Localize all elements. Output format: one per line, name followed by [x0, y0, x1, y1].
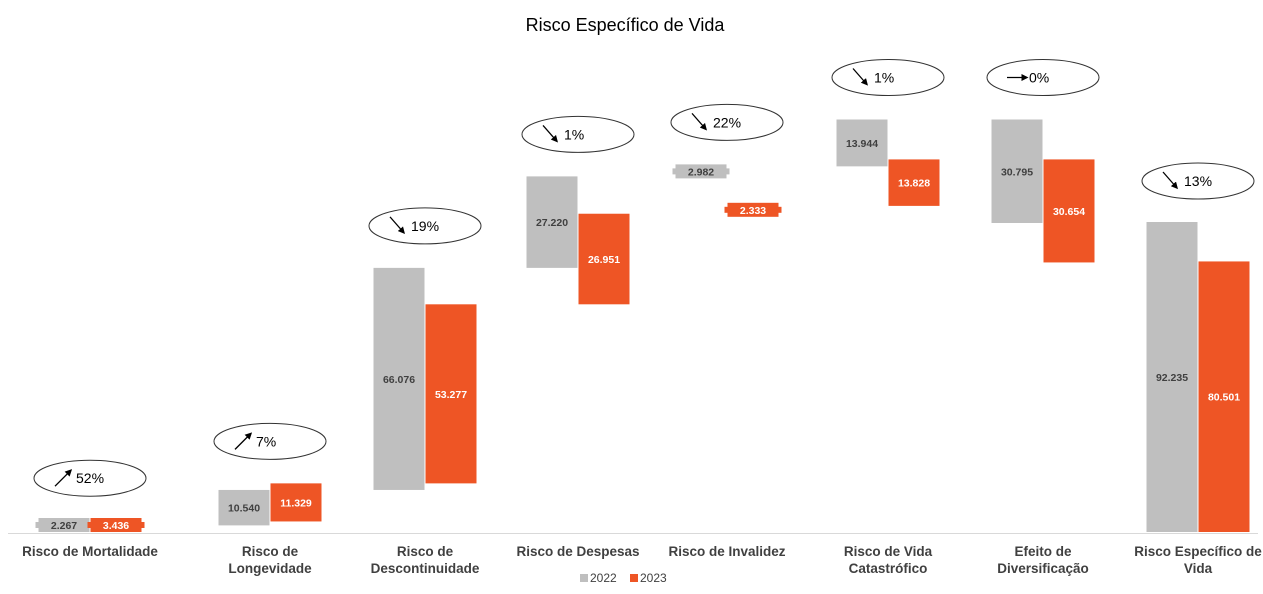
change-ellipse — [670, 103, 784, 141]
trend-arrow-down-icon — [1162, 171, 1178, 190]
value-labels-group: 2.267 3.436 10.540 11.329 66.076 53.277 27.220… — [51, 138, 1240, 532]
category-label-8: Risco Específico de Vida — [1134, 544, 1262, 576]
change-ellipse — [368, 207, 482, 245]
value-label-2022-1: 2.267 — [51, 520, 77, 532]
change-annotation-8: 13% — [1141, 162, 1255, 200]
legend-swatch-2023 — [630, 574, 638, 582]
value-label-2023-2: 11.329 — [280, 497, 312, 509]
trend-arrow-up-icon — [54, 469, 73, 487]
trend-arrow-down-icon — [691, 112, 707, 131]
value-label-2023-8: 80.501 — [1208, 392, 1240, 404]
change-annotations-group: 52% 7% 19% 1% 22% 1% 0% 13% — [33, 59, 1255, 497]
category-label-3: Risco de Descontinuidade — [371, 544, 480, 576]
legend-label-2022: 2022 — [590, 571, 617, 585]
value-label-2022-7: 30.795 — [1001, 166, 1033, 178]
change-percentage: 7% — [256, 433, 276, 449]
bar-tab-right-2023-1 — [138, 522, 145, 528]
bar-2022-4 — [526, 176, 578, 268]
bar-2023-2 — [270, 483, 322, 522]
bar-2022-8 — [1146, 222, 1198, 532]
bar-2022-3 — [373, 267, 425, 490]
bar-2023-4 — [578, 213, 630, 305]
value-label-2023-5: 2.333 — [740, 205, 766, 217]
bar-2022-6 — [836, 119, 888, 167]
change-annotation-1: 52% — [33, 459, 147, 497]
value-label-2023-4: 26.951 — [588, 254, 620, 266]
value-label-2022-2: 10.540 — [228, 503, 260, 515]
bar-2023-7 — [1043, 159, 1095, 263]
change-percentage: 52% — [76, 470, 104, 486]
bar-tab-left-2023-5 — [724, 206, 731, 213]
change-ellipse — [213, 422, 327, 460]
legend-label-2023: 2023 — [640, 571, 667, 585]
bar-tab-right-2022-5 — [723, 168, 730, 175]
change-annotation-5: 22% — [670, 103, 784, 141]
change-ellipse — [831, 59, 945, 97]
change-percentage: 1% — [564, 126, 584, 142]
change-annotation-2: 7% — [213, 422, 327, 460]
chart-title: Risco Específico de Vida — [526, 15, 726, 35]
change-annotation-3: 19% — [368, 207, 482, 245]
value-label-2022-3: 66.076 — [383, 374, 415, 386]
value-label-2022-6: 13.944 — [846, 138, 878, 150]
category-label-7: Efeito de Diversificação — [997, 544, 1089, 576]
category-labels-group: Risco de Mortalidade Risco de Longevidade R… — [22, 544, 1262, 576]
legend: 2022 2023 — [580, 571, 667, 585]
bar-tab-right-2023-5 — [775, 206, 782, 213]
bar-2022-5 — [675, 164, 727, 179]
value-label-2023-3: 53.277 — [435, 389, 467, 401]
value-label-2022-4: 27.220 — [536, 217, 568, 229]
change-percentage: 13% — [1184, 173, 1212, 189]
bar-2022-1 — [38, 518, 90, 532]
bar-2023-8 — [1198, 261, 1250, 532]
category-label-1: Risco de Mortalidade — [22, 544, 158, 559]
value-label-2023-6: 13.828 — [898, 178, 930, 190]
bar-2022-7 — [991, 119, 1043, 224]
value-label-2023-1: 3.436 — [103, 520, 129, 532]
value-label-2022-5: 2.982 — [688, 166, 714, 178]
category-label-4: Risco de Despesas — [516, 544, 639, 559]
change-annotation-7: 0% — [986, 59, 1100, 97]
trend-arrow-up-icon — [234, 432, 253, 450]
value-label-2022-8: 92.235 — [1156, 372, 1188, 384]
change-percentage: 19% — [411, 218, 439, 234]
change-percentage: 22% — [713, 114, 741, 130]
change-ellipse — [521, 115, 635, 153]
change-percentage: 0% — [1029, 70, 1049, 86]
category-label-6: Risco de Vida Catastrófico — [844, 544, 933, 576]
trend-arrow-down-icon — [389, 216, 405, 235]
bars-group — [35, 119, 1250, 532]
bar-tab-left-2022-1 — [35, 522, 42, 528]
value-label-2023-7: 30.654 — [1053, 206, 1085, 218]
trend-arrow-down-icon — [852, 68, 868, 86]
change-percentage: 1% — [874, 70, 894, 86]
change-ellipse — [33, 459, 147, 497]
change-ellipse — [986, 59, 1100, 97]
change-annotation-6: 1% — [831, 59, 945, 97]
bar-tab-left-2023-1 — [87, 522, 94, 528]
bar-2023-6 — [888, 159, 940, 206]
trend-arrow-down-icon — [542, 124, 558, 143]
category-label-2: Risco de Longevidade — [228, 544, 312, 576]
bar-2023-1 — [90, 518, 142, 532]
bar-2023-5 — [727, 202, 779, 217]
change-ellipse — [1141, 162, 1255, 200]
change-annotation-4: 1% — [521, 115, 635, 153]
legend-swatch-2022 — [580, 574, 588, 582]
bar-tab-left-2022-5 — [672, 168, 679, 175]
bar-2022-2 — [218, 489, 270, 526]
bar-2023-3 — [425, 304, 477, 484]
category-label-5: Risco de Invalidez — [668, 544, 785, 559]
